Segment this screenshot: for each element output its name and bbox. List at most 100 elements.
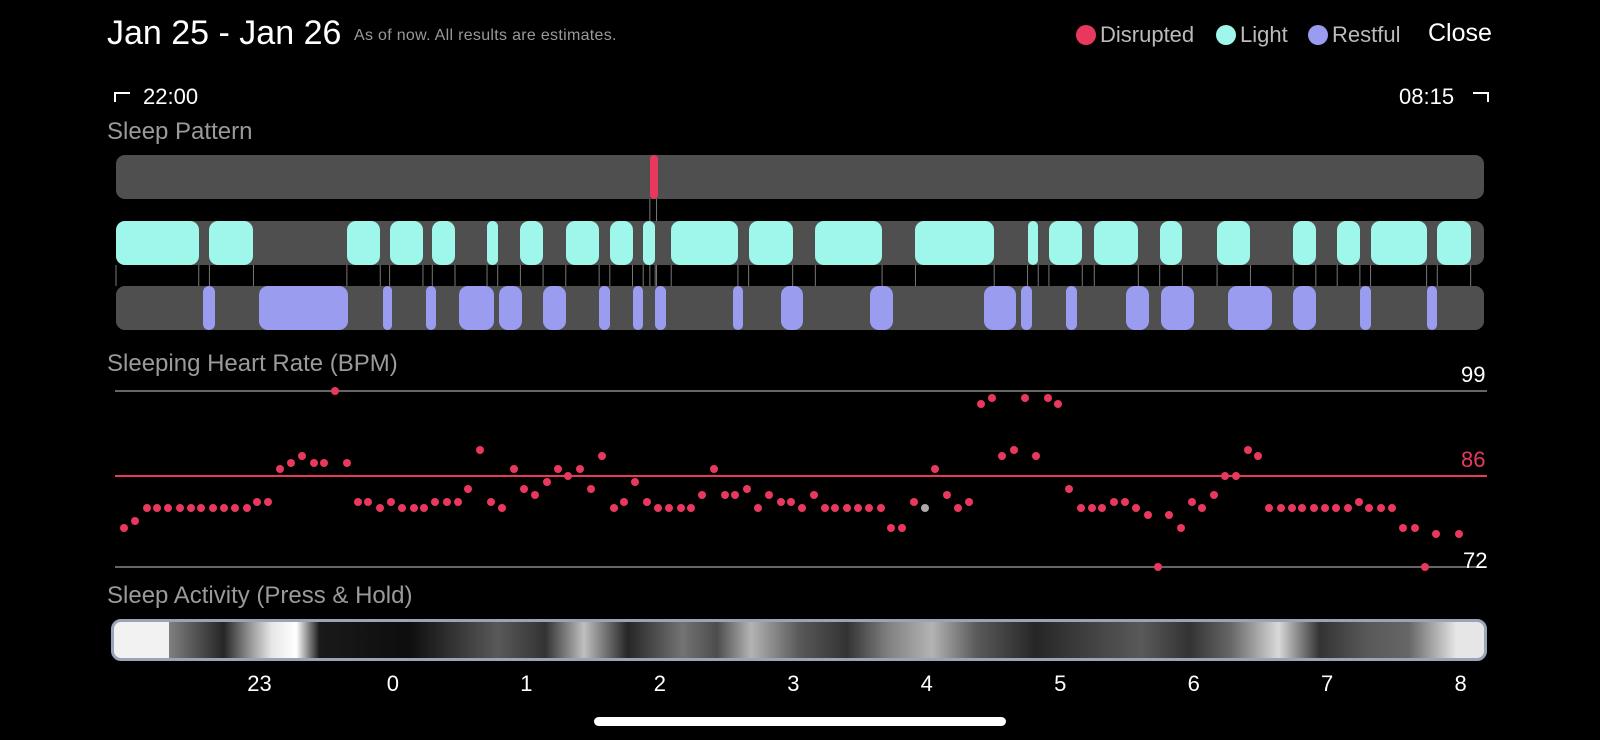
light-segment (209, 221, 254, 265)
heart-rate-point (664, 504, 673, 513)
x-axis-tick: 1 (520, 671, 533, 696)
heart-rate-point (1365, 504, 1374, 513)
activity-strip[interactable] (111, 619, 1487, 661)
heart-rate-point (876, 504, 885, 513)
heart-rate-point (709, 465, 718, 474)
disrupted-segment (649, 155, 658, 199)
heart-rate-point (553, 465, 562, 474)
end-time: 08:15 (1399, 84, 1455, 109)
heart-rate-point (1165, 510, 1174, 519)
start-time: 22:00 (143, 84, 199, 109)
light-segment (1370, 221, 1427, 265)
selected-heart-rate-point (920, 504, 929, 513)
heart-rate-point (497, 504, 506, 513)
light-segment (1159, 221, 1183, 265)
heart-rate-point (998, 452, 1007, 461)
x-axis-tick: 5 (1054, 671, 1067, 696)
heart-rate-point (386, 497, 395, 506)
heart-rate-point (810, 491, 818, 500)
restful-track[interactable] (116, 286, 1484, 330)
light-segment (1048, 221, 1083, 265)
heart-rate-point (964, 497, 973, 506)
heart-rate-point (286, 458, 295, 467)
heart-rate-point (1198, 504, 1207, 513)
light-segment (389, 221, 423, 265)
x-axis-tick: 2 (653, 671, 666, 696)
heart-rate-point (1331, 504, 1340, 513)
light-segment (1337, 221, 1360, 265)
heart-rate-point (186, 504, 195, 513)
heart-rate-point (420, 504, 429, 513)
light-segment (643, 221, 656, 265)
heart-rate-point (164, 504, 173, 513)
restful-segment (1020, 286, 1032, 330)
light-segment (346, 221, 381, 265)
heart-rate-point (464, 484, 473, 493)
disrupted-track[interactable] (116, 155, 1484, 199)
avg-line (115, 475, 1487, 477)
heart-rate-point (931, 465, 940, 474)
restful-segment (1426, 286, 1438, 330)
avg-value: 86 (1461, 447, 1486, 472)
restful-segment (382, 286, 393, 330)
x-axis-tick: 7 (1321, 671, 1334, 696)
restful-segment (1161, 286, 1195, 330)
light-segment (520, 221, 544, 265)
heart-rate-point (430, 497, 439, 506)
restful-segment (543, 286, 566, 330)
max-value: 99 (1461, 362, 1486, 387)
estimate-note: As of now. All results are estimates. (354, 27, 617, 44)
light-track[interactable] (116, 221, 1484, 265)
light-segment (1437, 221, 1471, 265)
heart-rate-point (487, 497, 496, 506)
restful-dot-icon (1308, 25, 1328, 45)
heart-rate-point (1421, 563, 1430, 571)
x-axis-tick: 8 (1454, 671, 1467, 696)
disrupted-dot-icon (1076, 25, 1096, 45)
heart-rate-point (409, 504, 418, 513)
min-value: 72 (1463, 548, 1488, 573)
heart-rate-point (587, 484, 596, 493)
heart-rate-point (264, 497, 273, 506)
max-line (115, 390, 1487, 392)
heart-rate-point (330, 387, 339, 395)
light-segment (565, 221, 600, 265)
legend-label: Light (1240, 22, 1288, 47)
heart-rate-point (831, 504, 840, 513)
x-axis-tick: 4 (920, 671, 933, 696)
x-axis-tick: 0 (386, 671, 400, 696)
heart-rate-point (342, 458, 351, 467)
heart-rate-point (1387, 504, 1396, 513)
heart-rate-point (676, 504, 685, 513)
heart-rate-point (1354, 497, 1363, 506)
heart-rate-point (1343, 504, 1352, 513)
heart-rate-point (442, 497, 451, 506)
restful-segment (780, 286, 804, 330)
home-indicator[interactable] (594, 717, 1006, 726)
start-bracket-icon (114, 92, 130, 102)
close-button[interactable]: Close (1428, 19, 1492, 47)
light-segment (671, 221, 738, 265)
page-title: Jan 25 - Jan 26 (107, 14, 342, 52)
restful-segment (425, 286, 437, 330)
heart-rate-point (1277, 504, 1286, 513)
heart-rate-point (1120, 497, 1129, 506)
heart-rate-point (120, 523, 128, 532)
x-axis-tick: 23 (247, 671, 272, 696)
heart-rate-point (1398, 523, 1407, 532)
heart-rate-point (253, 497, 262, 506)
heart-rate-point (910, 497, 919, 506)
heart-rate-point (1110, 497, 1119, 506)
legend-label: Disrupted (1100, 22, 1195, 47)
heart-rate-point (1131, 504, 1140, 513)
heart-rate-point (1410, 523, 1419, 532)
restful-segment (1066, 286, 1077, 330)
heart-rate-point (1221, 471, 1230, 480)
heart-rate-point (1231, 471, 1240, 480)
light-segment (609, 221, 633, 265)
heart-rate-point (1043, 393, 1052, 402)
restful-segment (1359, 286, 1371, 330)
heart-rate-point (453, 497, 462, 506)
light-segment (487, 221, 498, 265)
